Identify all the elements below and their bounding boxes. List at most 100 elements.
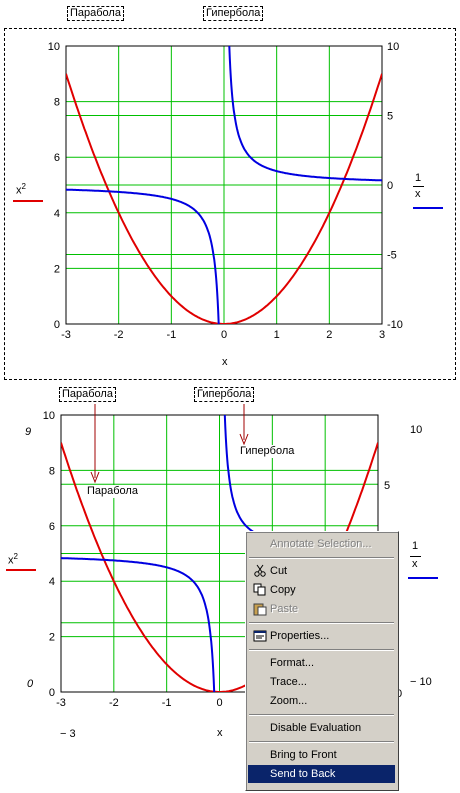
top-ylabel-left-exp: 2: [21, 182, 26, 191]
bottom-stray-0-left: 0: [27, 678, 34, 690]
bottom-annotation-hyperbola[interactable]: Гипербола: [240, 445, 295, 458]
scissors-icon: [254, 564, 266, 577]
annotation-arrowhead-parabola: [90, 471, 100, 484]
bottom-stray-9: 9: [25, 426, 32, 438]
bottom-annotation-parabola[interactable]: Парабола: [87, 485, 138, 498]
menu-item-send-to-back[interactable]: Send to Back: [248, 765, 395, 783]
menu-item-label: Paste: [270, 603, 299, 615]
top-legend-line-red: [13, 200, 43, 202]
menu-item-cut[interactable]: Cut: [248, 562, 395, 580]
tick-label-x: -3: [56, 697, 66, 709]
menu-separator: [249, 741, 394, 743]
tick-label-right: 10: [387, 41, 399, 53]
tick-label-x: -1: [162, 697, 172, 709]
menu-item-label: Format...: [270, 657, 315, 669]
top-ylabel-right-bar: [413, 186, 424, 187]
tick-label-x: -2: [114, 329, 124, 341]
menu-item-label: Properties...: [270, 630, 330, 642]
menu-item-label: Disable Evaluation: [270, 722, 362, 734]
bottom-stray-minus10: − 10: [410, 676, 432, 688]
tick-label-x: 3: [379, 329, 385, 341]
menu-item-zoom[interactable]: Zoom...: [248, 692, 395, 710]
tick-label-left: 8: [49, 465, 55, 477]
bottom-ylabel-left: x2: [8, 550, 18, 568]
bottom-ylabel-right-num: 1: [412, 540, 419, 552]
annotation-arrowhead-hyperbola: [239, 433, 249, 446]
menu-item-label: Annotate Selection...: [270, 538, 372, 550]
menu-item-label: Bring to Front: [270, 749, 337, 761]
top-legend-line-blue: [413, 207, 443, 209]
tick-label-left: 6: [54, 152, 60, 164]
tick-label-left: 6: [49, 521, 55, 533]
tick-label-left: 8: [54, 97, 60, 109]
menu-item-label: Cut: [270, 565, 288, 577]
bottom-stray-minus3: − 3: [60, 728, 76, 740]
tick-label-right: 0: [387, 180, 393, 192]
top-ylabel-left: x2: [16, 180, 26, 198]
tick-label-right: 5: [384, 480, 390, 492]
bottom-legend-line-red: [6, 569, 36, 571]
bottom-ylabel-right-den: x: [412, 558, 418, 570]
menu-separator: [249, 714, 394, 716]
copy-icon: [253, 583, 266, 596]
tick-label-left: 4: [49, 576, 55, 588]
top-label-parabola[interactable]: Парабола: [67, 6, 124, 21]
properties-icon: [253, 630, 267, 642]
top-xlabel: x: [222, 356, 228, 368]
menu-item-annotate-selection[interactable]: Annotate Selection...: [248, 535, 395, 553]
menu-separator: [249, 622, 394, 624]
tick-label-x: 0: [216, 697, 222, 709]
tick-label-x: -1: [166, 329, 176, 341]
menu-separator: [249, 649, 394, 651]
menu-item-paste[interactable]: Paste: [248, 600, 395, 618]
tick-label-x: 1: [274, 329, 280, 341]
series-hyperbola-positive: [228, 46, 382, 182]
tick-label-left: 4: [54, 208, 60, 220]
tick-label-left: 2: [49, 632, 55, 644]
menu-item-copy[interactable]: Copy: [248, 581, 395, 599]
tick-label-x: -2: [109, 697, 119, 709]
menu-item-label: Trace...: [270, 676, 307, 688]
menu-item-format[interactable]: Format...: [248, 654, 395, 672]
tick-label-right: 10: [410, 424, 422, 436]
bottom-stray-0-right: 0: [396, 688, 403, 700]
tick-label-x: -3: [61, 329, 71, 341]
context-menu[interactable]: Annotate Selection... Cut Copy Paste Propert…: [245, 531, 399, 791]
tick-label-left: 0: [49, 687, 55, 699]
top-plot-region[interactable]: [4, 28, 456, 380]
paste-icon: [253, 603, 267, 616]
bottom-ylabel-left-exp: 2: [13, 552, 18, 561]
series-hyperbola-negative: [66, 188, 220, 324]
series-hyperbola-negative: [61, 557, 216, 692]
top-label-hyperbola[interactable]: Гипербола: [203, 6, 264, 21]
menu-item-bring-to-front[interactable]: Bring to Front: [248, 746, 395, 764]
tick-label-right: -10: [387, 319, 403, 331]
bottom-label-parabola[interactable]: Парабола: [59, 387, 116, 402]
tick-label-left: 0: [54, 319, 60, 331]
series-hyperbola-positive: [223, 415, 378, 550]
tick-label-x: 2: [326, 329, 332, 341]
bottom-ylabel-right-bar: [410, 556, 421, 557]
tick-label-right: -5: [387, 250, 397, 262]
menu-item-disable-evaluation[interactable]: Disable Evaluation: [248, 719, 395, 737]
top-ylabel-left-base: x: [16, 184, 22, 197]
top-ylabel-right-den: x: [415, 188, 421, 200]
bottom-legend-line-blue: [408, 577, 438, 579]
bottom-ylabel-left-base: x: [8, 554, 14, 567]
menu-item-trace[interactable]: Trace...: [248, 673, 395, 691]
menu-item-properties[interactable]: Properties...: [248, 627, 395, 645]
menu-item-label: Zoom...: [270, 695, 308, 707]
tick-label-right: 5: [387, 111, 393, 123]
series-parabola: [66, 73, 382, 324]
menu-separator: [249, 557, 394, 559]
menu-item-label: Send to Back: [270, 768, 336, 780]
tick-label-left: 10: [48, 41, 60, 53]
bottom-xlabel: x: [217, 727, 223, 739]
tick-label-left: 10: [43, 410, 55, 422]
tick-label-x: 0: [221, 329, 227, 341]
tick-label-left: 2: [54, 263, 60, 275]
top-ylabel-right-num: 1: [415, 172, 422, 184]
menu-item-label: Copy: [270, 584, 296, 596]
bottom-label-hyperbola[interactable]: Гипербола: [194, 387, 255, 402]
